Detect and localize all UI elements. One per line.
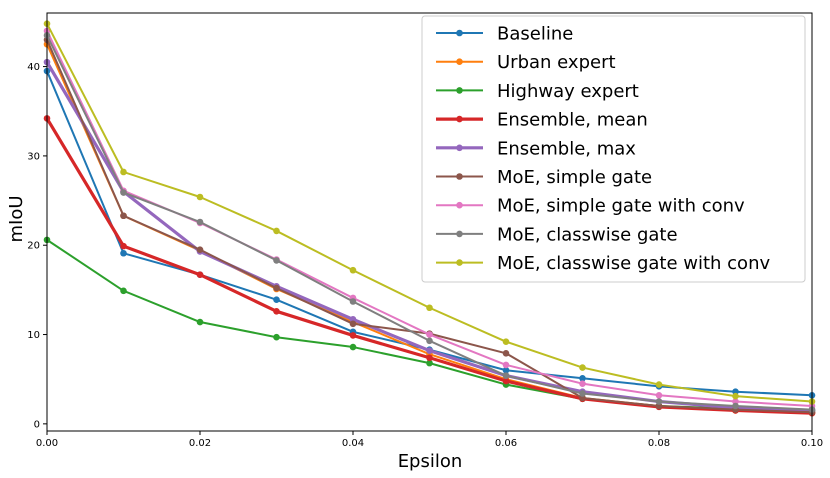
data-point [655,398,663,405]
legend-label: Ensemble, max [497,138,636,159]
legend-swatch-marker [456,259,463,266]
x-tick-label: 0.08 [648,438,670,449]
legend-swatch-marker [456,173,463,180]
data-point [120,287,127,295]
data-point [732,402,739,410]
data-point [120,212,127,220]
legend-swatch-marker [456,201,463,209]
y-axis-title: mIoU [6,195,27,242]
data-point [273,284,280,292]
legend-entry: MoE, classwise gate [436,224,678,245]
data-point [502,349,510,357]
legend-label: Urban expert [497,52,616,73]
data-point [426,347,433,354]
data-point [273,227,280,235]
x-tick-label: 0.10 [801,438,823,449]
data-point [120,168,127,176]
x-tick-label: 0.02 [189,438,211,449]
data-point [349,343,357,351]
legend-entry: Ensemble, mean [436,110,648,131]
data-point [426,354,433,362]
legend-label: MoE, classwise gate [497,224,678,245]
legend-swatch-marker [456,144,463,152]
data-point [120,242,127,250]
y-tick-label: 20 [27,241,40,252]
y-tick-label: 10 [27,330,40,341]
data-point [426,337,433,345]
legend-label: MoE, classwise gate with conv [497,253,770,274]
series-layer [43,20,816,417]
data-point [579,380,586,387]
y-tick-label: 40 [27,62,40,73]
legend-label: Highway expert [497,81,639,102]
data-point [120,249,127,257]
data-point [196,218,204,226]
data-point [349,266,357,274]
data-point [349,298,357,305]
x-axis-title: Epsilon [398,451,463,472]
data-point [273,296,280,304]
legend: Baseline Urban expert Highway expert Ensemb… [421,15,806,283]
legend-frame [421,15,806,283]
data-point [196,246,204,253]
data-point [273,257,280,264]
legend-entry: Urban expert [436,52,616,73]
x-tick-label: 0.06 [495,438,517,449]
x-tick-label: 0.04 [342,438,364,449]
data-point [502,361,510,369]
data-point [502,338,510,345]
legend-entry: Ensemble, max [436,138,636,159]
x-tick-label: 0.00 [36,438,58,449]
plot-frame [46,12,813,432]
data-point [426,359,433,367]
data-point [579,390,586,397]
data-point [349,320,357,328]
legend-label: MoE, simple gate [497,167,652,188]
legend-label: Ensemble, mean [497,110,648,131]
y-tick-label: 0 [34,419,40,430]
legend-label: Baseline [497,24,573,45]
data-point [579,375,586,382]
data-point [196,271,204,278]
legend-entry: Highway expert [436,81,639,102]
legend-swatch-marker [456,29,463,37]
data-point [426,331,433,338]
legend-entry: Baseline [436,24,573,45]
data-point [196,318,204,326]
legend-swatch-marker [456,115,463,123]
legend-label: MoE, simple gate with conv [497,196,745,217]
data-point [502,372,510,379]
legend-swatch-marker [456,58,463,65]
data-point [426,304,433,312]
legend-entry: MoE, simple gate [436,167,652,188]
data-point [273,333,280,341]
data-point [196,193,204,201]
legend-swatch-marker [456,87,463,94]
data-point [349,332,357,339]
y-tick-label: 30 [27,151,40,162]
legend-swatch-marker [456,230,463,238]
data-point [655,381,663,388]
legend-entry: MoE, simple gate with conv [436,196,745,217]
data-point [502,377,510,385]
data-point [273,308,280,315]
series-group [43,20,816,405]
data-point [502,366,510,374]
axis-ticks: 0.00 0.02 0.04 0.06 0.08 0.10 0 10 20 30 40 [27,62,823,449]
data-point [655,391,663,399]
data-point [120,189,127,196]
legend-entry: MoE, classwise gate with conv [436,253,770,274]
data-point [732,392,739,400]
data-point [579,364,586,371]
